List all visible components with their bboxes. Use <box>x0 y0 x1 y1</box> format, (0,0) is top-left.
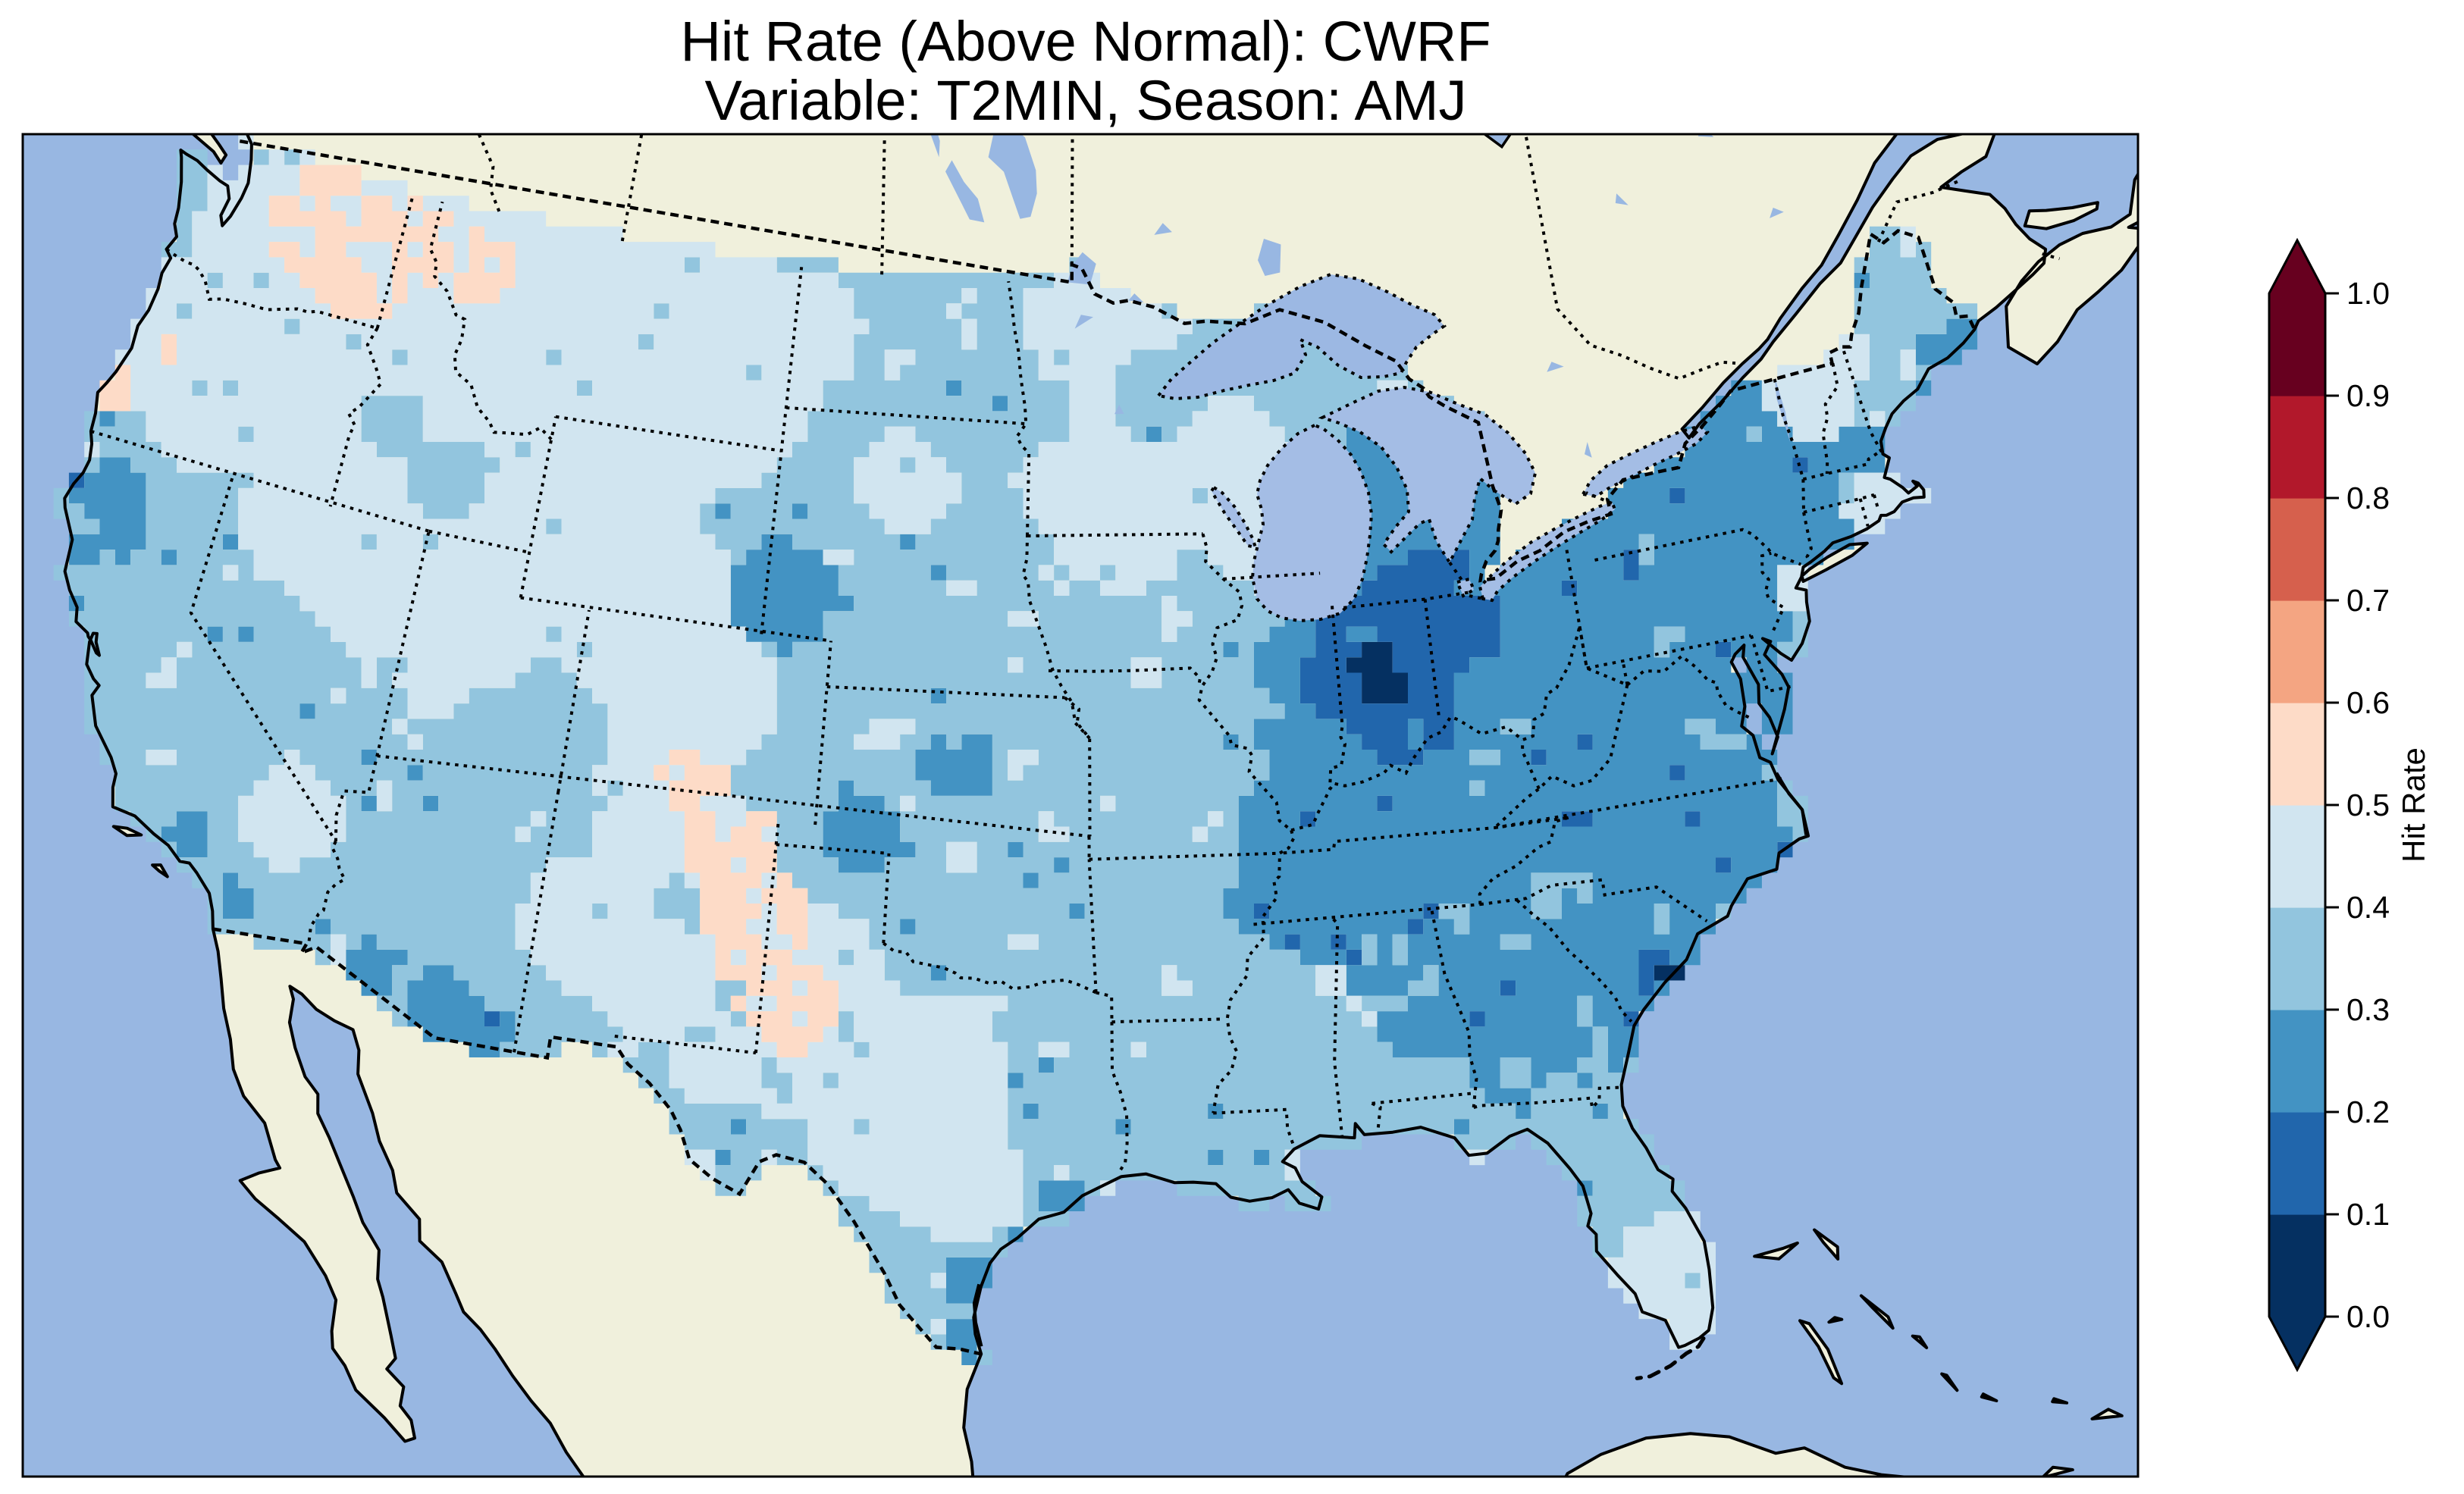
svg-text:0.3: 0.3 <box>2346 992 2390 1027</box>
svg-text:0.5: 0.5 <box>2346 788 2390 822</box>
svg-text:0.9: 0.9 <box>2346 378 2390 413</box>
svg-text:0.2: 0.2 <box>2346 1095 2390 1129</box>
svg-text:0.0: 0.0 <box>2346 1299 2390 1334</box>
svg-text:Hit Rate (Above Normal): CWRF: Hit Rate (Above Normal): CWRF <box>680 10 1491 73</box>
svg-text:0.6: 0.6 <box>2346 685 2390 720</box>
svg-text:Variable: T2MIN, Season: AMJ: Variable: T2MIN, Season: AMJ <box>705 69 1467 132</box>
svg-text:Hit Rate: Hit Rate <box>2396 747 2431 863</box>
svg-text:0.4: 0.4 <box>2346 890 2390 925</box>
svg-text:0.8: 0.8 <box>2346 481 2390 515</box>
svg-text:0.1: 0.1 <box>2346 1197 2390 1232</box>
svg-text:1.0: 1.0 <box>2346 276 2390 311</box>
svg-text:0.7: 0.7 <box>2346 583 2390 618</box>
